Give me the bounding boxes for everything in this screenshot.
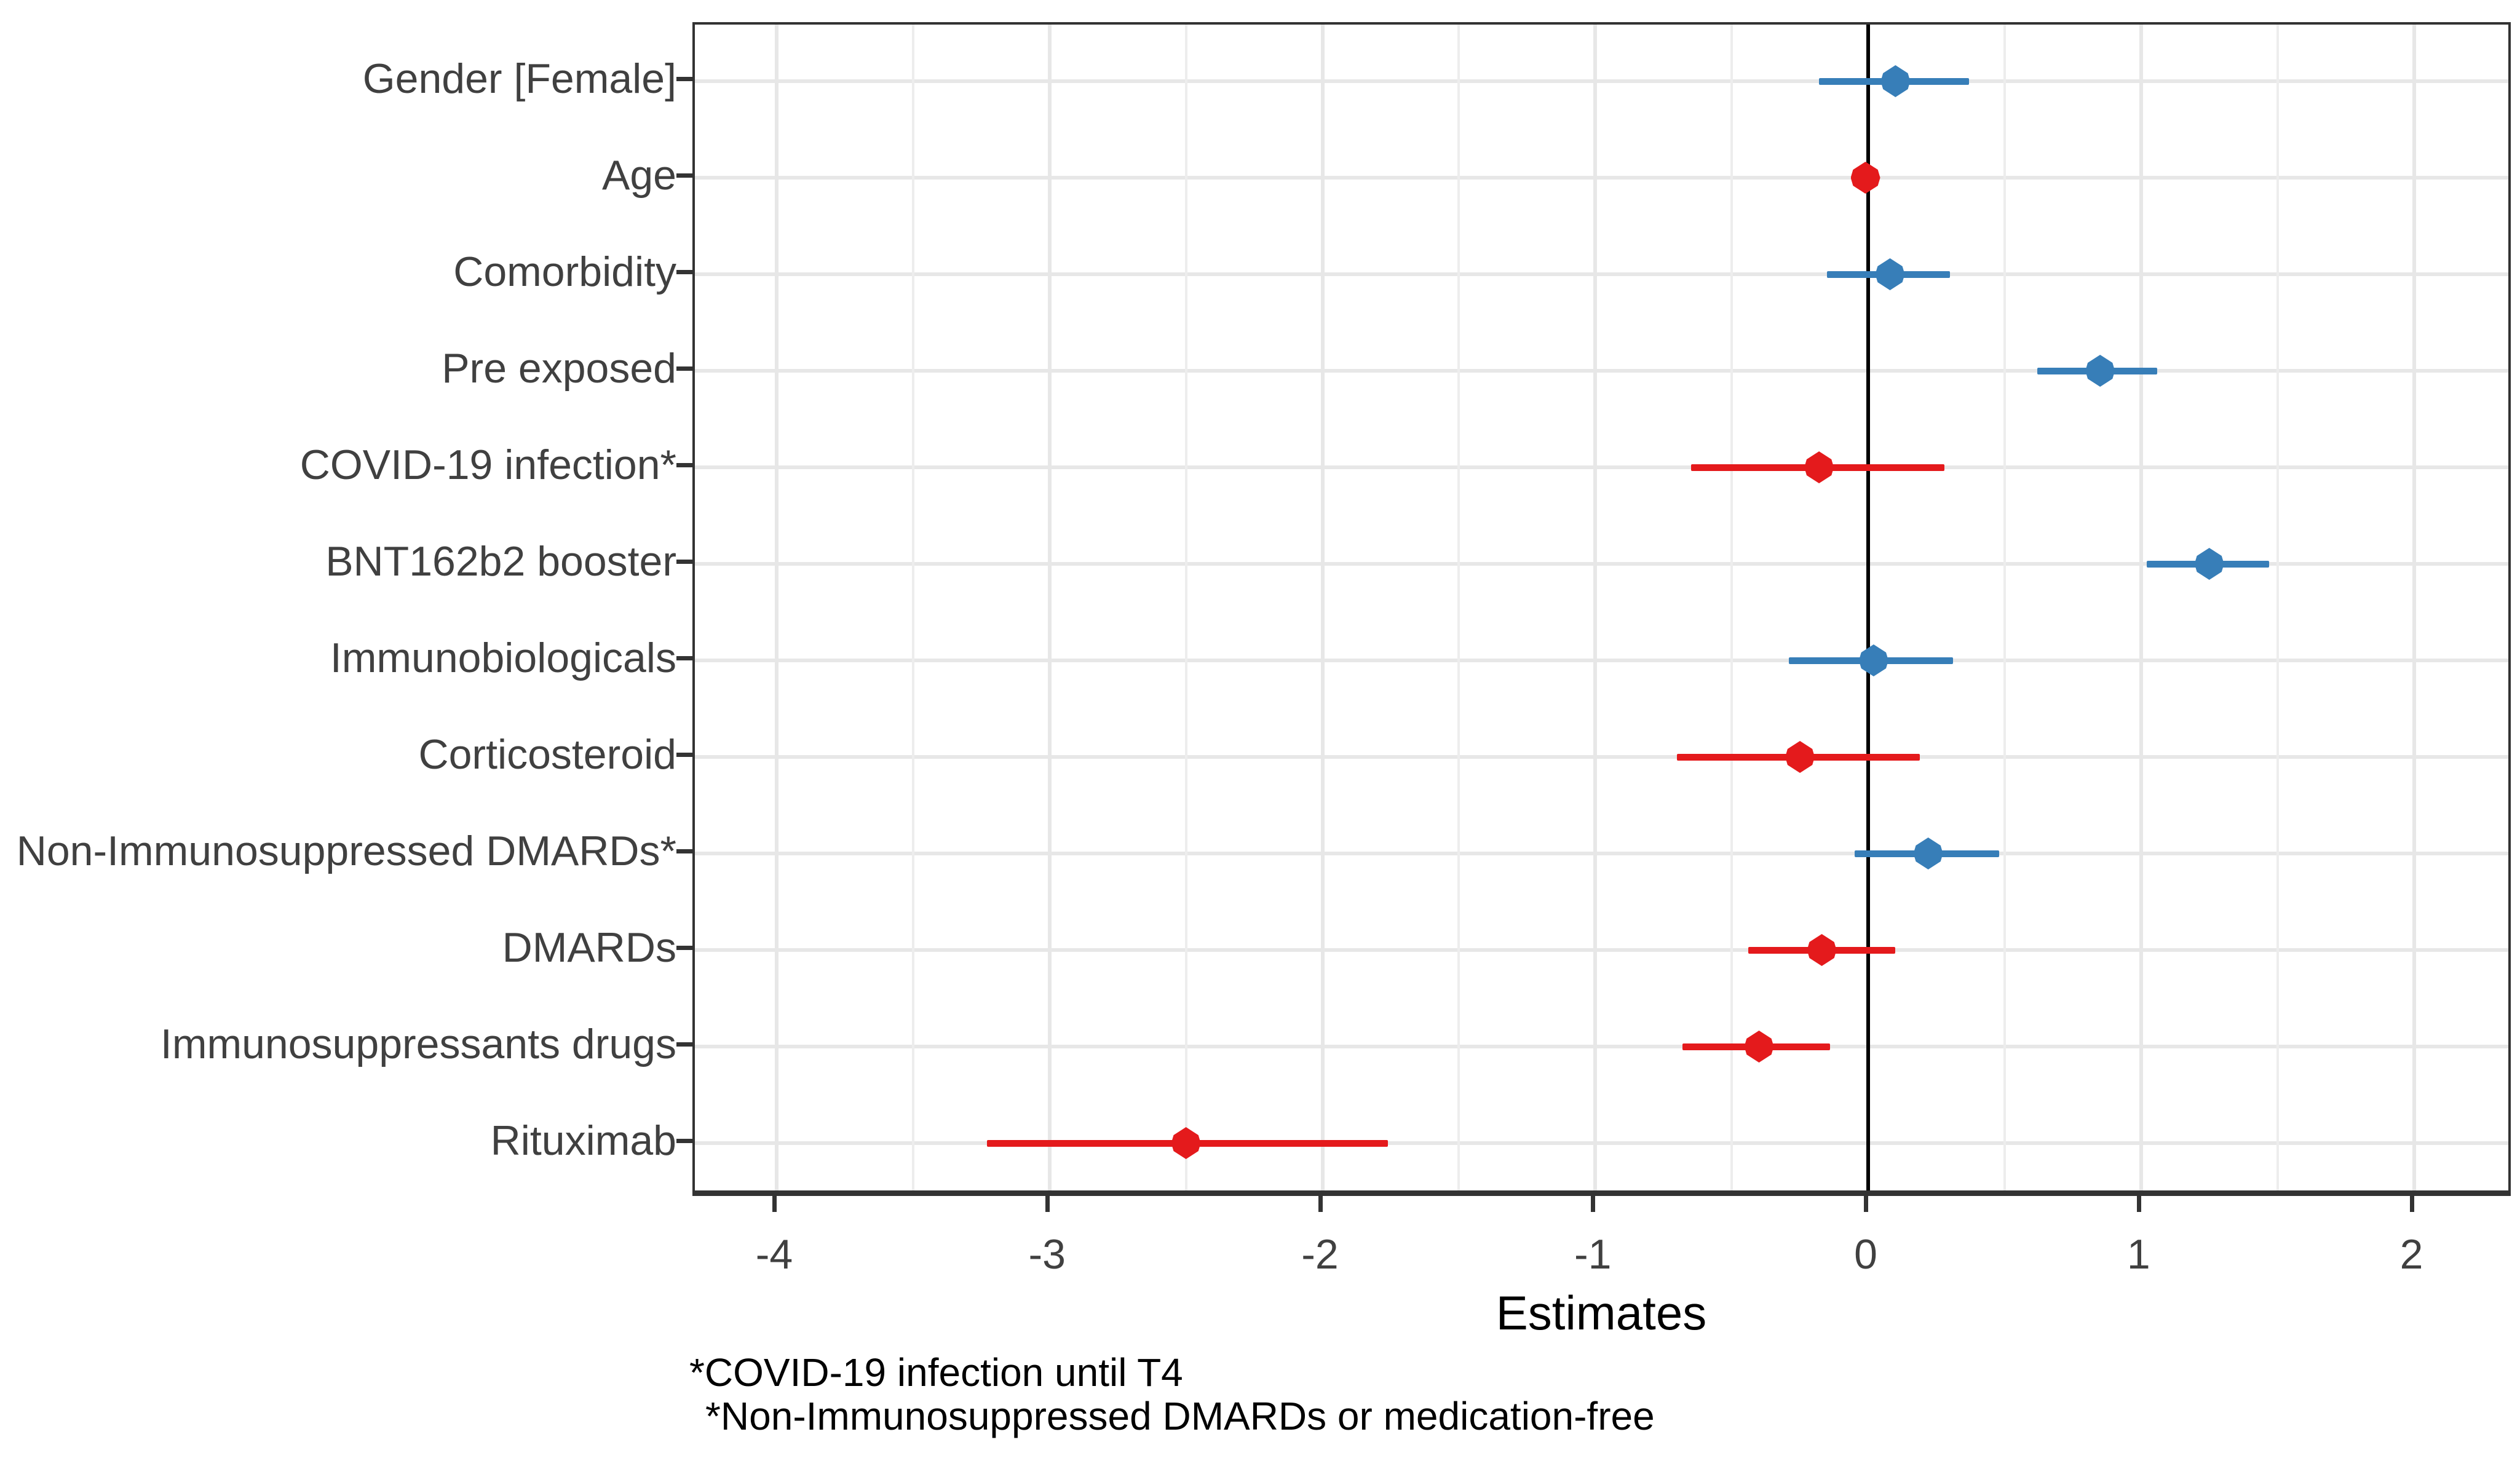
gridline-vertical-minor (2003, 25, 2006, 1190)
gridline-horizontal (695, 562, 2508, 566)
gridline-vertical-minor (1184, 25, 1187, 1190)
x-axis-tick-label: -2 (1301, 1231, 1339, 1278)
y-axis-label: Gender [Female] (362, 55, 676, 102)
estimate-diamond (1804, 451, 1834, 483)
gridline-horizontal (695, 465, 2508, 469)
gridline-vertical-minor (1457, 25, 1460, 1190)
x-axis-tick-label: -1 (1574, 1231, 1612, 1278)
y-axis-label: Non-Immunosuppressed DMARDs* (16, 828, 676, 874)
gridline-horizontal (695, 369, 2508, 373)
x-axis-tick-label: 0 (1854, 1231, 1877, 1278)
gridline-horizontal (695, 79, 2508, 83)
y-axis-label: Corticosteroid (418, 731, 677, 778)
estimate-diamond (1744, 1031, 1774, 1063)
y-axis-tick (676, 270, 692, 274)
y-axis-label: Age (602, 152, 676, 199)
y-axis-label: Immunobiologicals (330, 635, 676, 681)
estimate-diamond (1807, 934, 1837, 966)
gridline-horizontal (695, 1141, 2508, 1145)
estimate-diamond (2085, 355, 2115, 387)
y-axis-tick (676, 560, 692, 564)
gridline-vertical-major (2412, 25, 2416, 1190)
gridline-vertical-major (775, 25, 779, 1190)
gridline-horizontal (695, 1045, 2508, 1048)
estimate-diamond (1785, 741, 1815, 773)
y-axis-tick (676, 463, 692, 467)
x-axis-tick (2409, 1196, 2414, 1212)
y-axis-label: Pre exposed (442, 345, 676, 392)
estimate-diamond (1171, 1127, 1201, 1159)
gridline-horizontal (695, 948, 2508, 952)
footnote-line-2: *Non-Immunosuppressed DMARDs or medicati… (705, 1394, 1655, 1438)
y-axis-label: Rituximab (490, 1117, 676, 1164)
gridline-vertical-minor (1730, 25, 1733, 1190)
gridline-vertical-major (1320, 25, 1325, 1190)
y-axis-tick (676, 1139, 692, 1143)
y-axis-tick (676, 946, 692, 950)
gridline-vertical-minor (911, 25, 914, 1190)
estimate-diamond (1880, 65, 1911, 97)
gridline-horizontal (695, 755, 2508, 759)
y-axis-tick (676, 173, 692, 178)
gridline-horizontal (695, 852, 2508, 855)
gridline-vertical-minor (2276, 25, 2279, 1190)
estimate-diamond (1913, 837, 1943, 869)
y-axis-label: Immunosuppressants drugs (160, 1021, 676, 1067)
y-axis-tick (676, 656, 692, 660)
estimate-diamond (1858, 644, 1888, 676)
footnote-line-1: *COVID-19 infection until T4 (689, 1350, 1183, 1395)
x-axis-tick-label: 1 (2126, 1231, 2150, 1278)
estimate-diamond (2194, 548, 2224, 580)
y-axis-label: BNT162b2 booster (325, 538, 676, 585)
x-axis-tick-label: -3 (1028, 1231, 1066, 1278)
gridline-horizontal (695, 659, 2508, 662)
y-axis-tick (676, 77, 692, 81)
gridline-vertical-major (1047, 25, 1052, 1190)
y-axis-label: COVID-19 infection* (299, 441, 676, 488)
zero-reference-line (1866, 25, 1870, 1190)
x-axis-tick-label: 2 (2399, 1231, 2423, 1278)
x-axis-tick (772, 1196, 777, 1212)
gridline-vertical-major (1593, 25, 1598, 1190)
y-axis-tick (676, 366, 692, 371)
plot-panel (692, 22, 2511, 1196)
estimate-diamond (1875, 258, 1905, 290)
x-axis-tick (1864, 1196, 1868, 1212)
y-axis-tick (676, 1042, 692, 1047)
estimate-diamond (1850, 162, 1880, 194)
gridline-vertical-major (2139, 25, 2143, 1190)
y-axis-tick (676, 753, 692, 757)
x-axis-title: Estimates (1496, 1286, 1707, 1340)
x-axis-tick (1045, 1196, 1050, 1212)
x-axis-tick (1318, 1196, 1323, 1212)
gridline-horizontal (695, 176, 2508, 180)
gridline-horizontal (695, 272, 2508, 276)
x-axis-tick-label: -4 (755, 1231, 793, 1278)
y-axis-label: DMARDs (502, 924, 676, 971)
x-axis-tick (1591, 1196, 1596, 1212)
x-axis-tick (2136, 1196, 2141, 1212)
y-axis-label: Comorbidity (453, 248, 676, 295)
y-axis-tick (676, 849, 692, 853)
